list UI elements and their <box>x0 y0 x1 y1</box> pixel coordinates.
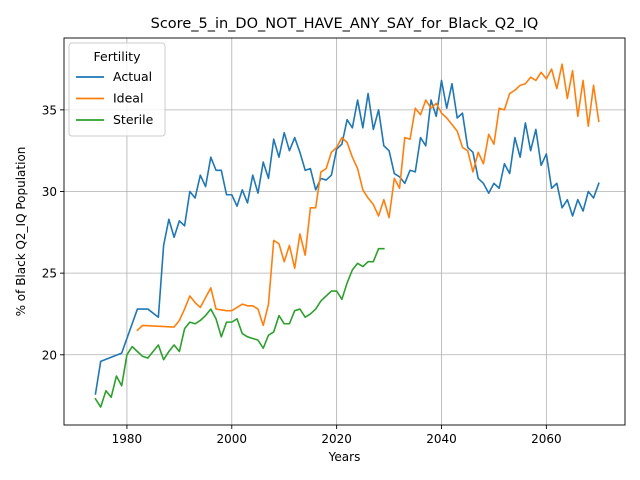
legend: Fertility Actual Ideal Sterile <box>68 42 166 137</box>
legend-title: Fertility <box>94 49 142 64</box>
series-line-ideal <box>136 63 600 332</box>
y-tick-label: 35 <box>42 103 57 117</box>
plot-frame <box>63 37 626 426</box>
x-tick-label: 2060 <box>531 432 562 446</box>
y-tick-label: 30 <box>42 185 57 199</box>
x-axis-label: Years <box>328 450 361 464</box>
legend-label-ideal: Ideal <box>113 91 143 106</box>
legend-label-sterile: Sterile <box>113 112 154 127</box>
legend-entries: Actual Ideal Sterile <box>76 69 154 127</box>
y-tick-label: 25 <box>42 267 57 281</box>
x-tick-label: 1980 <box>112 432 143 446</box>
y-tick-label: 20 <box>42 348 57 362</box>
x-tick-label: 2040 <box>426 432 457 446</box>
series-line-sterile <box>94 247 385 408</box>
x-tick-label: 2000 <box>217 432 248 446</box>
series-lines <box>94 63 600 408</box>
legend-box <box>68 42 166 137</box>
axis-ticks: 1980 2000 2020 2040 2060 20 25 30 35 <box>42 103 562 446</box>
chart-title: Score_5_in_DO_NOT_HAVE_ANY_SAY_for_Black… <box>151 16 539 32</box>
x-tick-label: 2020 <box>321 432 352 446</box>
series-line-actual <box>94 79 600 395</box>
y-axis-label: % of Black Q2_IQ Population <box>14 147 28 317</box>
legend-label-actual: Actual <box>113 69 152 84</box>
